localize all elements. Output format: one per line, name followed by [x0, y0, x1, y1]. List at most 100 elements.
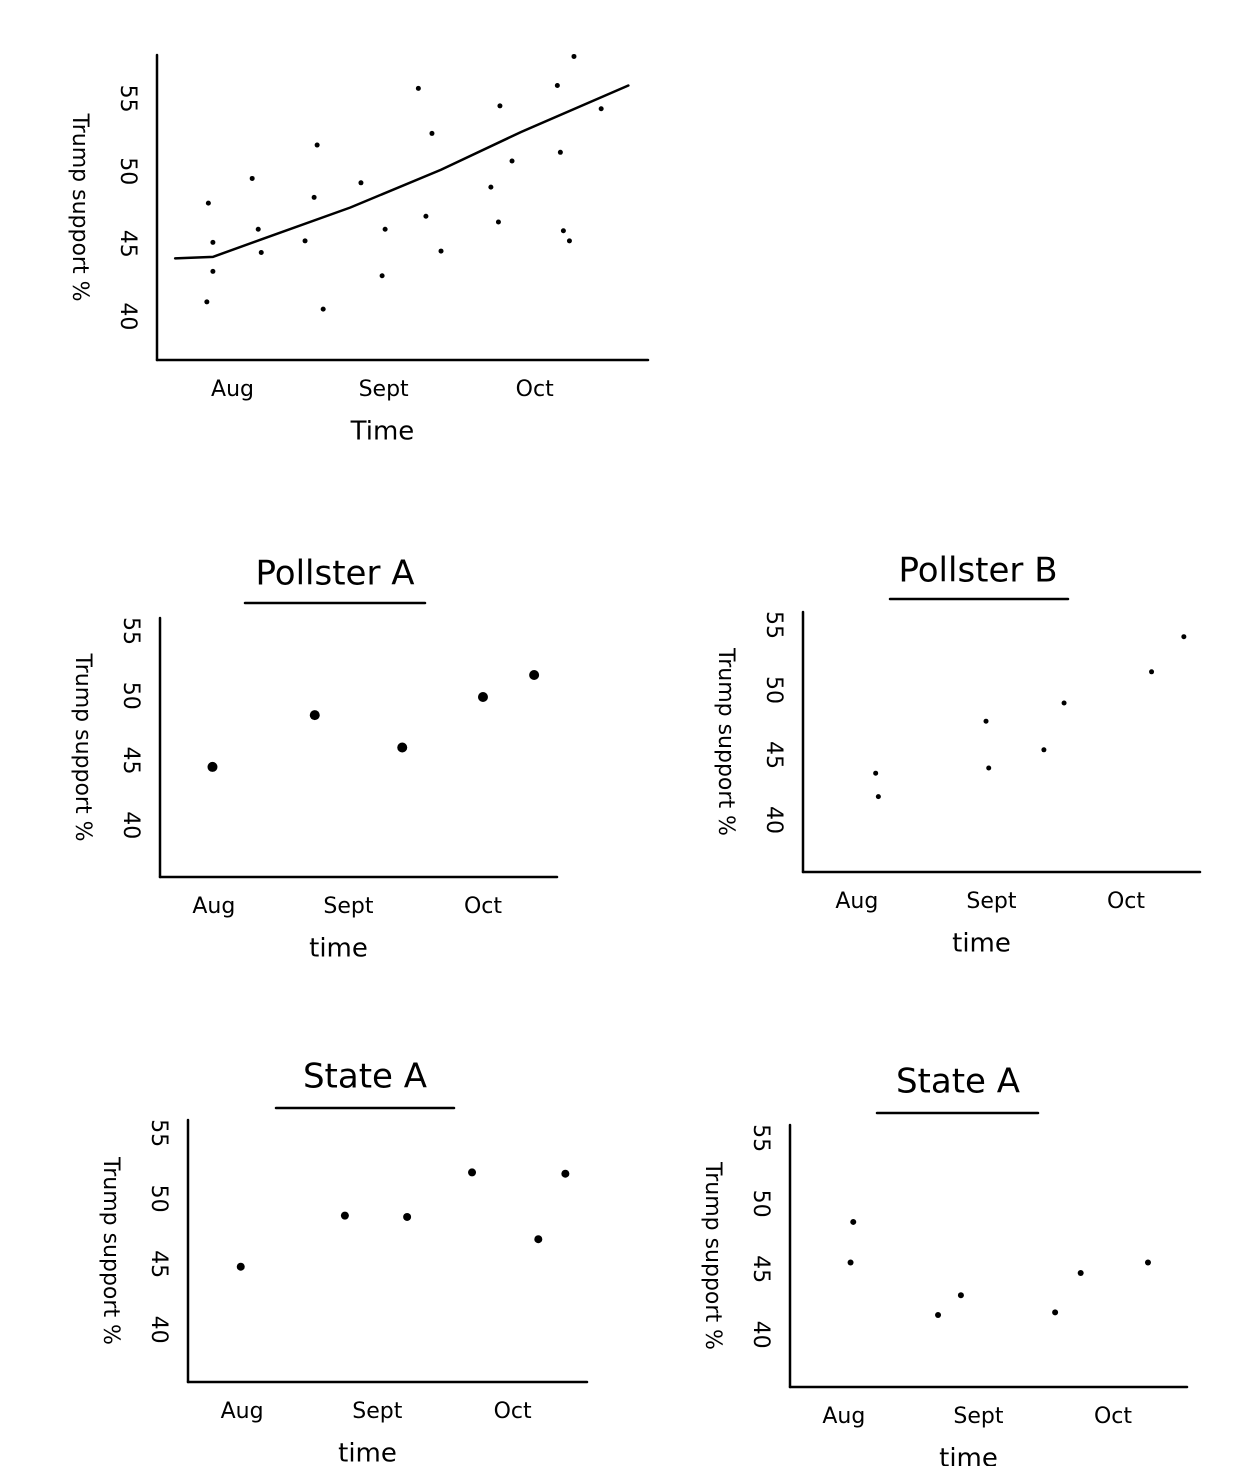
y-tick-label: 55	[748, 1124, 773, 1152]
point	[986, 765, 992, 771]
x-tick-label: Sept	[966, 889, 1016, 914]
point	[554, 83, 560, 88]
x-tick-label: Sept	[352, 1399, 402, 1424]
y-tick-label: 50	[118, 682, 143, 710]
point	[957, 1292, 964, 1299]
point	[415, 85, 421, 91]
point	[534, 1235, 543, 1244]
point	[1061, 700, 1067, 706]
x-tick-label: Sept	[359, 377, 409, 402]
point	[309, 710, 320, 721]
point	[598, 106, 604, 112]
point	[249, 175, 255, 181]
point	[935, 1311, 942, 1318]
point	[560, 228, 566, 234]
y-tick-label: 45	[748, 1255, 773, 1283]
y-tick-label: 55	[761, 611, 786, 639]
x-axis-label: time	[309, 934, 368, 964]
point	[302, 238, 308, 244]
point	[873, 770, 879, 776]
x-axis-label: time	[952, 929, 1011, 959]
point	[488, 184, 494, 190]
point	[403, 1212, 412, 1221]
point	[382, 226, 388, 232]
y-tick-label: 55	[146, 1119, 171, 1147]
point	[311, 194, 317, 200]
y-axis-label: Trump support %	[700, 1161, 725, 1350]
point	[509, 158, 515, 164]
point	[477, 691, 488, 702]
point	[207, 761, 218, 772]
point	[423, 213, 429, 219]
point	[320, 306, 326, 312]
chart-title: State A	[896, 1062, 1020, 1102]
point	[314, 142, 320, 148]
point	[557, 149, 563, 155]
y-tick-label: 40	[748, 1321, 773, 1349]
point	[561, 1169, 570, 1178]
x-axis-label: Time	[350, 417, 415, 447]
point	[255, 226, 261, 232]
point	[438, 248, 444, 254]
point	[397, 742, 408, 753]
x-tick-label: Sept	[953, 1404, 1003, 1429]
point	[210, 268, 216, 274]
y-tick-label: 45	[118, 746, 143, 774]
point	[236, 1262, 245, 1271]
point	[1181, 634, 1187, 640]
y-axis-label: Trump support %	[67, 113, 92, 302]
point	[1077, 1270, 1084, 1277]
y-tick-label: 45	[761, 741, 786, 769]
point	[1144, 1259, 1151, 1266]
x-tick-label: Oct	[1094, 1404, 1132, 1429]
y-tick-label: 55	[115, 85, 140, 113]
point	[1041, 747, 1047, 753]
y-tick-label: 40	[118, 811, 143, 839]
x-tick-label: Aug	[221, 1399, 264, 1424]
point	[210, 239, 216, 245]
point	[847, 1259, 854, 1266]
y-tick-label: 50	[761, 676, 786, 704]
point	[1052, 1309, 1059, 1316]
point	[983, 718, 989, 724]
y-tick-label: 50	[748, 1190, 773, 1218]
y-tick-label: 55	[118, 617, 143, 645]
x-tick-label: Aug	[822, 1404, 865, 1429]
point	[529, 669, 540, 680]
point	[497, 103, 503, 109]
point	[875, 794, 881, 800]
point	[204, 299, 210, 305]
point	[571, 53, 577, 59]
point	[1149, 669, 1155, 675]
x-tick-label: Oct	[1107, 889, 1145, 914]
chart-title: State A	[303, 1057, 427, 1097]
y-tick-label: 40	[761, 806, 786, 834]
point	[495, 219, 501, 225]
x-tick-label: Aug	[835, 889, 878, 914]
chart-title: Pollster A	[256, 554, 415, 594]
y-tick-label: 45	[115, 230, 140, 258]
point	[258, 250, 264, 256]
y-tick-label: 40	[146, 1316, 171, 1344]
y-tick-label: 50	[146, 1185, 171, 1213]
y-axis-label: Trump support %	[70, 653, 95, 842]
y-axis-label: Trump support %	[713, 647, 738, 836]
x-tick-label: Aug	[192, 894, 235, 919]
point	[566, 238, 572, 244]
point	[358, 180, 364, 186]
point	[468, 1168, 477, 1177]
y-tick-label: 40	[115, 302, 140, 330]
point	[205, 200, 211, 206]
x-tick-label: Oct	[516, 377, 554, 402]
x-tick-label: Oct	[464, 894, 502, 919]
x-axis-label: time	[939, 1444, 998, 1466]
trend-line	[173, 84, 630, 260]
y-axis-label: Trump support %	[98, 1156, 123, 1345]
x-tick-label: Oct	[494, 1399, 532, 1424]
point	[850, 1218, 857, 1225]
x-axis-label: time	[338, 1439, 397, 1466]
point	[340, 1211, 349, 1220]
chart-title: Pollster B	[898, 551, 1057, 591]
